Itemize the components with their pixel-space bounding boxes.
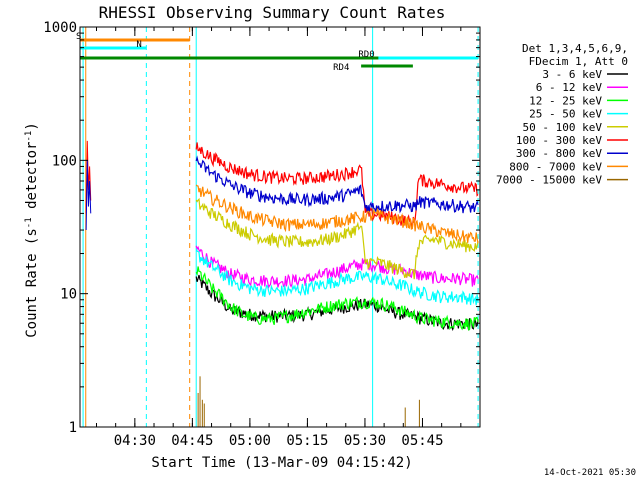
legend-label-5: 100 - 300 keV bbox=[516, 134, 602, 147]
legend-label-1: 6 - 12 keV bbox=[536, 81, 603, 94]
x-axis-label: Start Time (13-Mar-09 04:15:42) bbox=[151, 455, 412, 471]
early-spike-blue bbox=[85, 160, 92, 231]
x-tick-label-4: 05:30 bbox=[344, 433, 386, 449]
status-bar-label-s: S bbox=[76, 32, 81, 42]
x-tick-label-5: 05:45 bbox=[401, 433, 443, 449]
x-tick-label-0: 04:30 bbox=[114, 433, 156, 449]
chart-title: RHESSI Observing Summary Count Rates bbox=[99, 3, 446, 22]
legend-label-7: 800 - 7000 keV bbox=[509, 160, 602, 173]
legend-header-line-2: FDecim 1, Att 0 bbox=[529, 55, 628, 68]
x-axis-ticks: 04:30 04:45 05:00 05:15 05:30 05:45 bbox=[95, 27, 462, 449]
legend-label-8: 7000 - 15000 keV bbox=[496, 174, 602, 187]
x-tick-label-2: 05:00 bbox=[229, 433, 271, 449]
legend-label-6: 300 - 800 keV bbox=[516, 147, 602, 160]
status-bar-label-n: N bbox=[136, 40, 141, 50]
y-tick-label-0: 1 bbox=[69, 420, 77, 436]
plot-area: S N RD0 RD4 bbox=[76, 27, 479, 427]
legend: Det 1,3,4,5,6,9, FDecim 1, Att 0 3 - 6 k… bbox=[496, 42, 628, 187]
series-line-3 bbox=[195, 248, 479, 306]
legend-label-0: 3 - 6 keV bbox=[542, 68, 602, 81]
series-line-5 bbox=[195, 142, 479, 229]
y-axis-label: Count Rate (s-1 detector-1) bbox=[24, 122, 40, 338]
legend-label-2: 12 - 25 keV bbox=[529, 94, 602, 107]
legend-label-4: 50 - 100 keV bbox=[523, 121, 603, 134]
legend-label-3: 25 - 50 keV bbox=[529, 108, 602, 121]
series-line-7 bbox=[195, 184, 479, 244]
legend-header-line-1: Det 1,3,4,5,6,9, bbox=[522, 42, 628, 55]
status-bar-label-rd0: RD0 bbox=[358, 50, 374, 60]
x-tick-label-1: 04:45 bbox=[171, 433, 213, 449]
series-line-6 bbox=[195, 155, 479, 214]
series-line-4 bbox=[195, 197, 479, 280]
plot-frame bbox=[79, 26, 481, 428]
series-line-2 bbox=[195, 266, 479, 331]
y-tick-label-3: 1000 bbox=[43, 20, 77, 36]
status-bar-label-rd4: RD4 bbox=[333, 63, 349, 73]
y-tick-label-2: 100 bbox=[52, 153, 77, 169]
y-tick-label-1: 10 bbox=[60, 287, 77, 303]
x-tick-label-3: 05:15 bbox=[286, 433, 328, 449]
footer-date: 14-Oct-2021 05:30 bbox=[544, 468, 636, 478]
y-axis-ticks: 1 10 100 1000 bbox=[43, 20, 480, 436]
